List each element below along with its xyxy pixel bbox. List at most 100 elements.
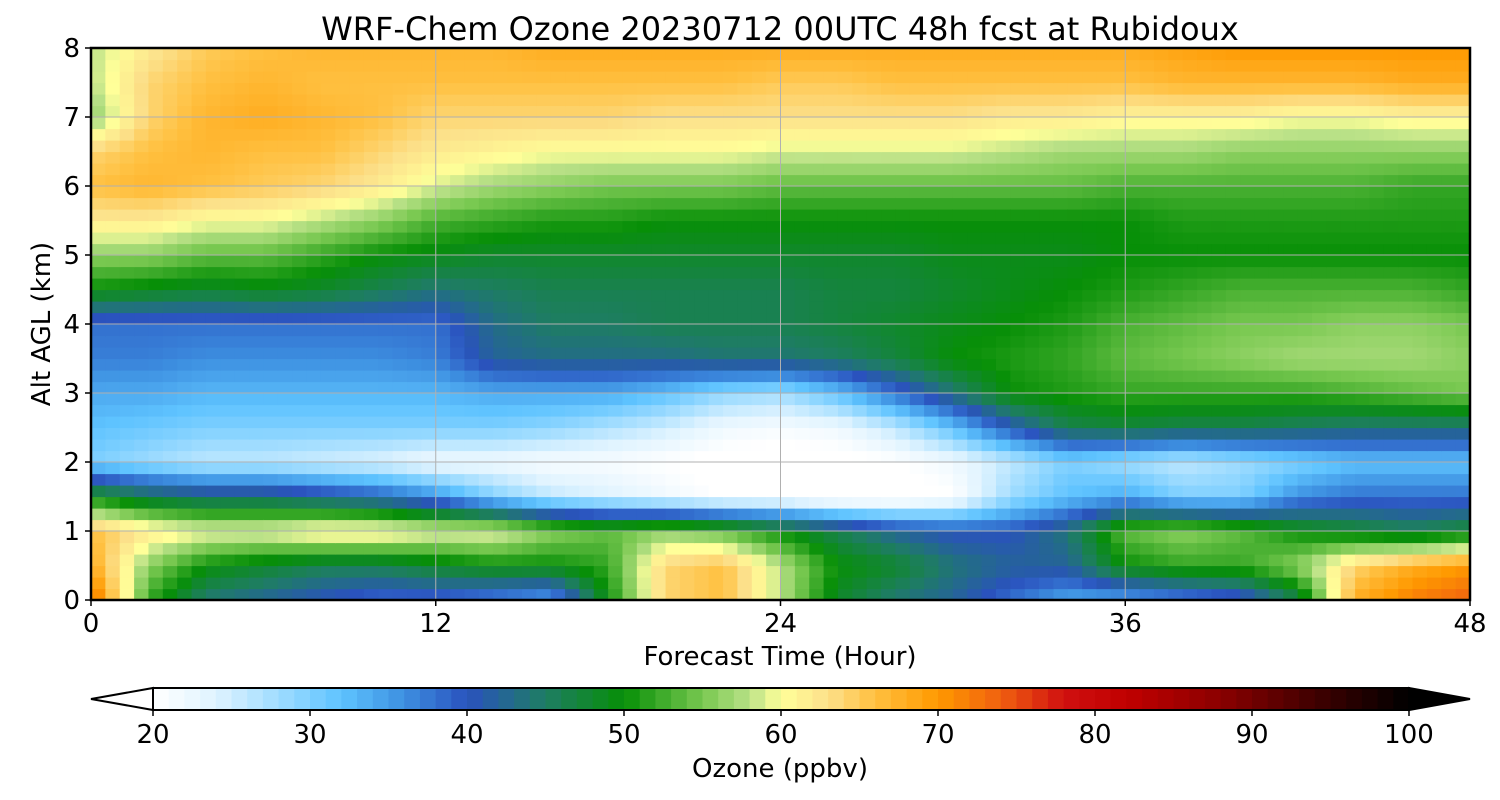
heatmap-cell [1398, 266, 1414, 279]
heatmap-cell [91, 335, 106, 348]
heatmap-cell [1125, 128, 1141, 141]
heatmap-cell [938, 232, 954, 245]
heatmap-cell [1153, 186, 1169, 199]
x-tick-label: 12 [419, 609, 452, 639]
heatmap-cell [593, 473, 609, 486]
heatmap-cell [608, 588, 624, 601]
heatmap-cell [478, 473, 494, 486]
heatmap-cell [493, 301, 509, 314]
heatmap-cell [1024, 301, 1040, 314]
heatmap-cell [378, 301, 394, 314]
heatmap-cell [320, 588, 336, 601]
heatmap-cell [177, 565, 193, 578]
heatmap-cell [881, 232, 897, 245]
heatmap-cell [1426, 151, 1442, 164]
heatmap-cell [378, 370, 394, 383]
heatmap-cell [751, 588, 767, 601]
heatmap-cell [306, 393, 322, 406]
heatmap-cell [536, 404, 552, 417]
heatmap-cell [952, 381, 968, 394]
heatmap-cell [134, 278, 150, 291]
heatmap-cell [1139, 439, 1155, 452]
heatmap-cell [565, 94, 580, 107]
heatmap-cell [708, 404, 724, 417]
heatmap-cell [1297, 312, 1313, 325]
heatmap-cell [1297, 565, 1313, 578]
heatmap-cell [421, 301, 437, 314]
heatmap-cell [881, 197, 897, 210]
heatmap-cell [306, 450, 322, 463]
heatmap-cell [981, 289, 997, 302]
heatmap-cell [220, 59, 236, 72]
heatmap-cell [924, 554, 940, 567]
heatmap-cell [622, 301, 638, 314]
heatmap-cell [1455, 232, 1471, 245]
heatmap-cell [823, 117, 839, 130]
heatmap-cell [1010, 450, 1026, 463]
heatmap-cell [363, 404, 379, 417]
heatmap-cell [119, 117, 135, 130]
heatmap-cell [737, 485, 753, 498]
heatmap-cell [263, 243, 279, 256]
heatmap-cell [493, 347, 509, 360]
heatmap-cell [924, 404, 940, 417]
heatmap-cell [1283, 151, 1299, 164]
heatmap-cell [378, 220, 394, 233]
heatmap-cell [521, 416, 537, 429]
heatmap-cell [277, 59, 293, 72]
heatmap-cell [550, 289, 566, 302]
heatmap-cell [1211, 588, 1227, 601]
heatmap-cell [1254, 554, 1270, 567]
heatmap-cell [1398, 128, 1414, 141]
heatmap-cell [1369, 117, 1385, 130]
heatmap-cell [881, 255, 897, 268]
heatmap-cell [450, 335, 466, 348]
heatmap-cell [450, 174, 466, 187]
heatmap-cell [105, 197, 121, 210]
heatmap-cell [665, 347, 681, 360]
heatmap-cell [636, 439, 652, 452]
y-tick-label: 6 [63, 172, 80, 202]
heatmap-cell [1211, 48, 1227, 61]
heatmap-cell [1326, 243, 1342, 256]
heatmap-cell [1340, 381, 1356, 394]
heatmap-cell [1125, 151, 1141, 164]
heatmap-cell [263, 174, 279, 187]
heatmap-cell [1412, 577, 1428, 590]
heatmap-cell [823, 255, 839, 268]
heatmap-cell [1067, 439, 1083, 452]
heatmap-cell [651, 588, 667, 601]
heatmap-cell [1297, 404, 1313, 417]
heatmap-cell [105, 59, 121, 72]
heatmap-cell [852, 381, 868, 394]
heatmap-cell [1455, 531, 1471, 544]
heatmap-cell [1225, 381, 1241, 394]
heatmap-cell [435, 312, 451, 325]
heatmap-cell [478, 565, 494, 578]
heatmap-cell [881, 462, 897, 475]
heatmap-cell [723, 508, 739, 521]
heatmap-cell [435, 485, 451, 498]
heatmap-cell [708, 174, 724, 187]
heatmap-cell [723, 577, 739, 590]
heatmap-cell [1426, 542, 1442, 555]
heatmap-cell [162, 439, 178, 452]
heatmap-cell [464, 59, 480, 72]
heatmap-cell [1139, 554, 1155, 567]
colorbar-swatch [671, 688, 688, 710]
heatmap-cell [550, 358, 566, 371]
heatmap-cell [550, 577, 566, 590]
colorbar-swatch [843, 688, 860, 710]
heatmap-cell [1355, 577, 1371, 590]
heatmap-cell [924, 266, 940, 279]
heatmap-cell [995, 289, 1011, 302]
heatmap-cell [1268, 151, 1284, 164]
heatmap-cell [1211, 462, 1227, 475]
heatmap-cell [450, 197, 466, 210]
heatmap-cell [895, 370, 911, 383]
heatmap-cell [881, 370, 897, 383]
heatmap-cell [1240, 312, 1256, 325]
heatmap-cell [1398, 462, 1414, 475]
heatmap-cell [636, 393, 652, 406]
heatmap-cell [1153, 565, 1169, 578]
